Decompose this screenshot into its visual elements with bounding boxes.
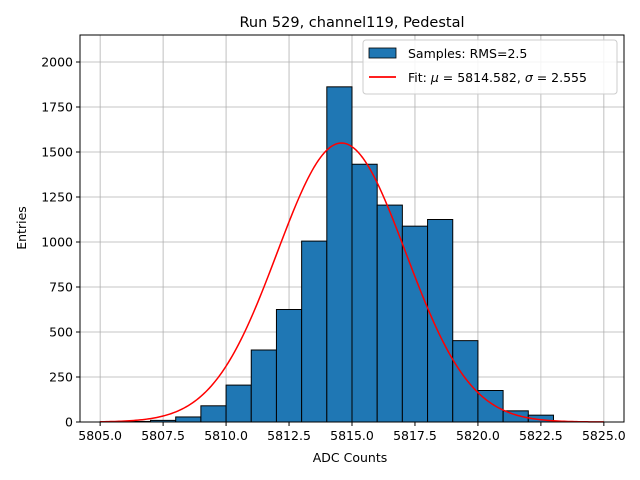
x-tick-label: 5805.0 bbox=[78, 428, 122, 443]
histogram-bar bbox=[275, 309, 303, 423]
x-tick-label: 5817.5 bbox=[393, 428, 437, 443]
legend-fit-prefix: Fit: bbox=[408, 70, 431, 85]
legend-swatch-samples bbox=[368, 47, 397, 59]
x-axis-ticks: 5805.0 5807.5 5810.0 5812.5 5815.0 5817.5 5820… bbox=[78, 422, 626, 443]
x-tick-label: 5815.0 bbox=[330, 428, 374, 443]
legend-frame bbox=[362, 39, 618, 95]
chart-title: Run 529, channel119, Pedestal bbox=[239, 15, 464, 31]
legend: Samples: RMS=2.5 Fit: μ = 5814.582, σ = … bbox=[362, 39, 618, 95]
histogram-bar bbox=[301, 240, 328, 423]
y-tick-label: 2000 bbox=[41, 55, 73, 70]
histogram-bar bbox=[477, 390, 504, 423]
y-tick-label: 1500 bbox=[41, 145, 73, 160]
histogram-bar bbox=[175, 416, 202, 423]
legend-label-fit: Fit: μ = 5814.582, σ = 2.555 bbox=[408, 70, 587, 85]
y-tick-label: 0 bbox=[65, 415, 73, 430]
x-tick-label: 5822.5 bbox=[519, 428, 563, 443]
x-tick-label: 5812.5 bbox=[267, 428, 311, 443]
legend-fit-mu-symbol: μ bbox=[430, 70, 439, 85]
histogram-bar bbox=[200, 405, 227, 423]
histogram-bar bbox=[225, 384, 252, 423]
histogram-bar bbox=[351, 163, 378, 423]
y-tick-label: 1000 bbox=[41, 235, 73, 250]
y-tick-label: 1250 bbox=[41, 190, 73, 205]
x-tick-label: 5825.0 bbox=[582, 428, 626, 443]
histogram-bar bbox=[326, 86, 353, 423]
histogram-bar bbox=[427, 219, 454, 423]
y-tick-label: 500 bbox=[49, 325, 73, 340]
y-axis-ticks: 0 250 500 750 1000 1250 1500 1750 2000 bbox=[41, 55, 80, 430]
legend-fit-sigma-symbol: σ bbox=[525, 70, 534, 85]
y-tick-label: 1750 bbox=[41, 100, 73, 115]
legend-fit-mu-value: = 5814.582, bbox=[439, 70, 525, 85]
y-tick-label: 250 bbox=[49, 370, 73, 385]
legend-label-samples: Samples: RMS=2.5 bbox=[408, 46, 527, 61]
x-axis-label: ADC Counts bbox=[313, 450, 388, 465]
legend-fit-sigma-value: = 2.555 bbox=[533, 70, 587, 85]
y-tick-label: 750 bbox=[49, 280, 73, 295]
histogram-bar bbox=[250, 349, 277, 423]
histogram-bar bbox=[401, 225, 429, 423]
y-axis-label: Entries bbox=[14, 206, 29, 250]
gaussian-fit-curve bbox=[100, 142, 604, 423]
histogram-bar bbox=[376, 204, 403, 423]
histogram-bar bbox=[452, 340, 479, 423]
x-tick-label: 5810.0 bbox=[204, 428, 248, 443]
x-tick-label: 5807.5 bbox=[141, 428, 185, 443]
x-tick-label: 5820.0 bbox=[456, 428, 500, 443]
